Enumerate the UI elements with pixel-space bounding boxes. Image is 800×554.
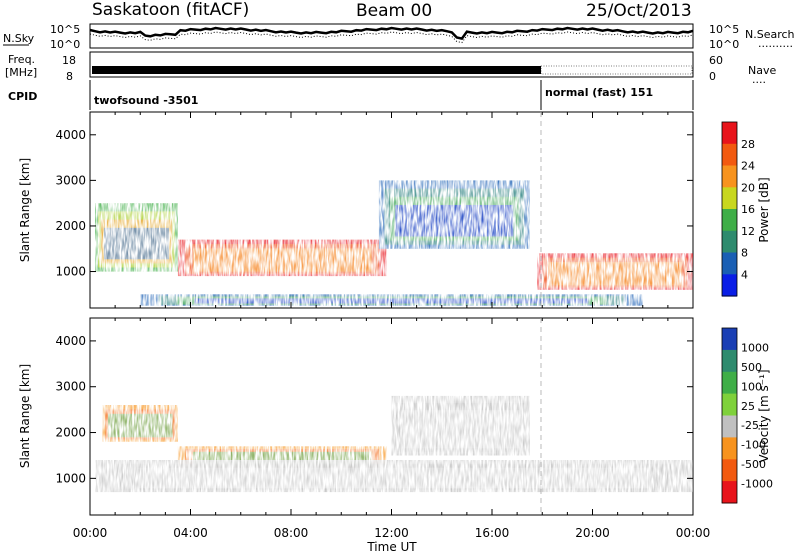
- power-colorbar-tick-0: 28: [741, 138, 755, 151]
- nave-tick-top: 60: [709, 54, 723, 67]
- velocity-colorbar-swatch-1: [722, 349, 737, 373]
- velocity-colorbar-tick-6: -500: [741, 458, 766, 471]
- power-panel: 1000 2000 3000 4000 Slant Range [km] 28 24 20…: [18, 111, 771, 309]
- power-ytick-label-2: 3000: [55, 173, 86, 187]
- noise-left-label: N.Sky: [3, 32, 35, 45]
- x-tick-label-6: 00:00: [676, 526, 711, 540]
- cpid-segment-2: normal (fast) 151: [545, 86, 653, 99]
- power-ytick-label-1: 2000: [55, 219, 86, 233]
- velocity-colorbar-swatch-3: [722, 393, 737, 416]
- velocity-colorbar-tick-3: 25: [741, 400, 755, 413]
- cpid-segment-1: twofsound -3501: [94, 94, 198, 107]
- power-region-1-layer-2: [548, 262, 682, 286]
- power-colorbar-tick-2: 20: [741, 181, 755, 194]
- freq-tick-top: 18: [62, 54, 76, 67]
- noise-right-line: ··········: [758, 40, 793, 53]
- velocity-colorbar-swatch-5: [722, 437, 737, 460]
- nave-bar: [540, 65, 693, 75]
- x-tick-label-0: 00:00: [73, 526, 108, 540]
- power-region-0-layer-2: [193, 248, 372, 272]
- velocity-region-1-layer-2: [138, 467, 650, 489]
- power-colorbar-swatch-2: [722, 165, 737, 188]
- x-tick-label-3: 12:00: [374, 526, 409, 540]
- noise-search-line: [89, 31, 694, 44]
- freq-bar: [92, 66, 541, 74]
- velocity-colorbar-tick-2: 100: [741, 380, 762, 393]
- noise-left-tick-top: 10^5: [50, 23, 80, 36]
- velocity-ytick-label-0: 1000: [55, 471, 86, 485]
- power-colorbar-label: Power [dB]: [757, 177, 771, 242]
- x-tick-label-1: 04:00: [173, 526, 208, 540]
- power-region-2-layer-3: [104, 227, 169, 260]
- freq-strip: Freq. [MHz] 18 8 60 0 Nave ····: [5, 51, 776, 89]
- velocity-colorbar-swatch-7: [722, 481, 737, 504]
- velocity-colorbar-swatch-0: [722, 328, 737, 351]
- power-colorbar-frame: [721, 121, 738, 297]
- noise-sky-line: [89, 26, 694, 40]
- time-axis: 00:00 04:00 08:00 12:00 16:00 20:00 00:00: [73, 526, 711, 540]
- velocity-region-2-layer-2: [401, 410, 520, 449]
- power-region-3-layer-3: [395, 205, 514, 237]
- velocity-ytick-label-3: 4000: [55, 334, 86, 348]
- noise-left-tick-bottom: 10^0: [50, 38, 80, 51]
- power-ytick-label-3: 4000: [55, 128, 86, 142]
- x-tick-label-4: 16:00: [475, 526, 510, 540]
- velocity-colorbar-swatch-6: [722, 459, 737, 482]
- nave-line: ····: [752, 76, 766, 89]
- power-colorbar-tick-6: 4: [741, 268, 748, 281]
- power-colorbar-swatch-4: [722, 209, 737, 232]
- velocity-ytick-label-1: 2000: [55, 426, 86, 440]
- noise-strip: N.Sky 10^5 10^0 10^5 10^0 N.Search ·····…: [3, 23, 795, 53]
- velocity-colorbar-tick-5: -100: [741, 439, 766, 452]
- power-colorbar-tick-1: 24: [741, 160, 755, 173]
- power-region-4-layer-3: [194, 298, 589, 304]
- power-colorbar-tick-5: 8: [741, 247, 748, 260]
- x-tick-label-2: 08:00: [274, 526, 309, 540]
- power-colorbar-swatch-0: [722, 122, 737, 145]
- power-colorbar-tick-4: 12: [741, 225, 755, 238]
- noise-right-tick-bottom: 10^0: [709, 38, 739, 51]
- noise-right-label: N.Search: [745, 28, 795, 41]
- power-colorbar-swatch-7: [722, 274, 737, 297]
- freq-label-1: Freq.: [8, 53, 35, 66]
- power-colorbar-swatch-1: [722, 143, 737, 167]
- beam-title: Beam 00: [356, 1, 432, 21]
- velocity-colorbar-tick-4: -25: [741, 419, 759, 432]
- velocity-y-axis-label: Slant Range [km]: [18, 364, 32, 468]
- velocity-colorbar-swatch-4: [722, 415, 737, 438]
- x-axis-label: Time UT: [366, 540, 417, 554]
- velocity-colorbar-label: Velocity [m s⁻¹]: [757, 369, 771, 462]
- power-colorbar-swatch-6: [722, 252, 737, 275]
- power-colorbar-swatch-3: [722, 187, 737, 210]
- power-y-axis-label: Slant Range [km]: [18, 158, 32, 262]
- power-ytick-label-0: 1000: [55, 265, 86, 279]
- velocity-region-3-layer-2: [108, 413, 173, 438]
- freq-label-2: [MHz]: [5, 66, 37, 79]
- cpid-label: CPID: [8, 90, 37, 103]
- nave-tick-bottom: 0: [709, 70, 716, 83]
- x-tick-label-5: 20:00: [575, 526, 610, 540]
- velocity-panel: 1000 2000 3000 4000 Slant Range [km] 1000 50…: [18, 317, 773, 516]
- cpid-strip: CPID twofsound -3501 normal (fast) 151: [8, 80, 694, 110]
- velocity-colorbar-frame: [721, 327, 738, 504]
- velocity-colorbar-tick-1: 500: [741, 361, 762, 374]
- velocity-ytick-label-2: 3000: [55, 380, 86, 394]
- date-title: 25/Oct/2013: [586, 1, 692, 21]
- station-title: Saskatoon (fitACF): [92, 0, 249, 20]
- power-colorbar-tick-3: 16: [741, 203, 755, 216]
- velocity-colorbar-tick-7: -1000: [741, 478, 773, 491]
- freq-tick-bottom: 8: [66, 70, 73, 83]
- noise-right-tick-top: 10^5: [709, 23, 739, 36]
- velocity-colorbar-swatch-2: [722, 371, 737, 395]
- nave-label: Nave: [748, 64, 776, 77]
- power-colorbar-swatch-5: [722, 230, 737, 254]
- velocity-colorbar-tick-0: 1000: [741, 341, 769, 354]
